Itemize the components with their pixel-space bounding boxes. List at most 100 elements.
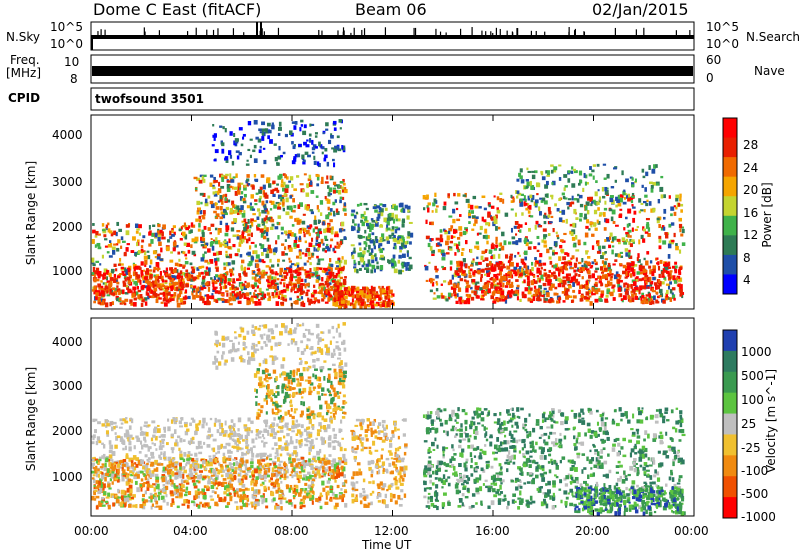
radar-cell [355,298,359,302]
radar-cell [431,221,434,226]
radar-cell [543,214,546,219]
radar-cell [625,252,629,257]
radar-cell [212,288,216,293]
radar-cell [484,257,489,262]
radar-cell [642,175,646,179]
radar-cell [340,266,345,272]
radar-cell [133,297,137,301]
radar-cell [658,235,662,239]
radar-cell [572,295,577,299]
radar-cell [274,442,278,447]
radar-cell [634,178,637,183]
nsky-spike [232,28,235,35]
radar-cell [144,444,149,448]
radar-cell [321,437,326,441]
radar-cell [331,147,335,150]
radar-cell [258,128,262,132]
radar-cell [225,173,229,177]
radar-cell [318,141,321,147]
radar-cell [495,239,498,245]
radar-cell [153,428,157,434]
radar-cell [112,249,116,255]
radar-cell [181,231,186,237]
radar-cell [154,232,158,238]
radar-cell [316,450,321,456]
radar-cell [302,463,307,469]
radar-cell [484,249,488,253]
radar-cell [331,280,336,283]
radar-cell [492,254,496,259]
radar-cell [525,179,529,182]
radar-cell [252,149,256,153]
radar-cell [270,473,275,478]
radar-cell [127,437,130,442]
radar-cell [317,291,321,294]
radar-cell [303,124,307,129]
radar-cell [623,241,626,245]
radar-cell [391,226,395,230]
radar-cell [681,228,685,234]
radar-cell [350,213,355,217]
radar-cell [233,475,237,481]
radar-cell [529,298,534,302]
radar-cell [175,439,178,443]
radar-cell [276,452,279,457]
radar-cell [100,288,105,292]
radar-cell [254,244,257,248]
radar-cell [558,256,562,261]
radar-cell [118,466,123,469]
radar-cell [638,198,642,203]
radar-cell [601,186,604,192]
radar-cell [245,446,249,449]
radar-cell [409,241,412,245]
radar-cell [465,293,469,297]
radar-cell [381,247,385,251]
radar-cell [506,272,511,275]
radar-cell [284,188,289,193]
radar-cell [491,291,496,296]
radar-cell [197,474,201,480]
radar-cell [182,264,186,268]
radar-cell [157,424,160,427]
radar-cell [321,176,324,182]
radar-cell [465,281,469,285]
radar-cell [494,286,498,291]
radar-cell [295,423,300,428]
radar-cell [271,460,275,465]
radar-cell [218,240,221,245]
radar-cell [221,298,225,303]
radar-cell [337,442,341,447]
radar-cell [627,270,631,273]
radar-cell [597,189,600,192]
radar-cell [327,297,331,302]
radar-cell [630,239,635,243]
nsky-spike [568,27,570,35]
radar-cell [319,448,322,454]
radar-cell [249,154,252,159]
radar-cell [677,269,681,274]
radar-cell [248,261,253,266]
radar-cell [212,447,216,453]
radar-cell [236,433,241,437]
nsky-spike [260,22,262,36]
radar-cell [214,202,217,206]
radar-cell [178,447,181,451]
radar-cell [283,284,286,288]
radar-cell [380,254,384,258]
radar-cell [585,250,588,255]
radar-cell [281,204,285,208]
radar-cell [645,217,650,221]
radar-cell [564,264,568,270]
radar-cell [271,447,275,450]
radar-cell [547,233,551,237]
radar-cell [525,207,528,211]
radar-cell [302,496,306,500]
radar-cell [558,269,561,275]
radar-cell [91,435,95,438]
radar-cell [353,214,357,219]
radar-cell [462,258,466,263]
radar-cell [513,293,518,297]
radar-cell [306,490,310,495]
radar-cell [484,267,489,271]
radar-cell [283,294,287,298]
